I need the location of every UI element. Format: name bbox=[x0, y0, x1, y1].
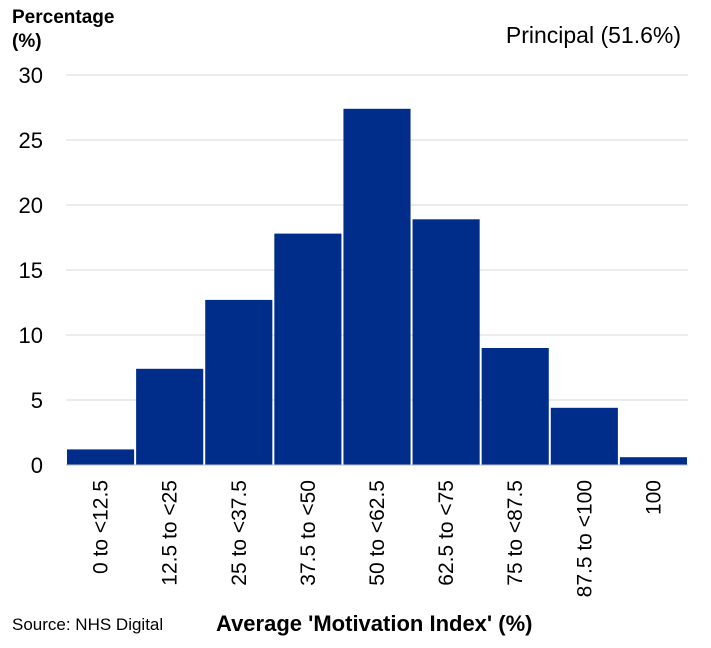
y-tick-label: 10 bbox=[19, 323, 43, 348]
x-tick-label: 100 bbox=[642, 480, 665, 515]
bar-2 bbox=[136, 368, 204, 465]
x-tick-label: 12.5 to <25 bbox=[159, 480, 182, 586]
x-tick-label: 0 to <12.5 bbox=[90, 480, 113, 574]
x-tick-label: 50 to <62.5 bbox=[366, 480, 389, 586]
y-tick-label: 25 bbox=[19, 128, 43, 153]
y-tick-label: 0 bbox=[31, 453, 43, 478]
y-axis-title: Percentage (%) bbox=[12, 7, 115, 52]
bar-4 bbox=[274, 233, 342, 465]
y-tick-label: 15 bbox=[19, 258, 43, 283]
y-tick-label: 5 bbox=[31, 388, 43, 413]
series-label: Principal (51.6%) bbox=[505, 22, 681, 48]
x-tick-label: 25 to <37.5 bbox=[228, 480, 251, 586]
x-tick-label: 87.5 to <100 bbox=[573, 480, 596, 597]
bar-5 bbox=[343, 108, 411, 466]
x-tick-label: 62.5 to <75 bbox=[435, 480, 458, 586]
source-note: Source: NHS Digital bbox=[12, 615, 164, 634]
bar-1 bbox=[67, 449, 135, 465]
bar-9 bbox=[619, 457, 687, 465]
y-tick-labels: 0 5 10 15 20 25 30 bbox=[19, 63, 43, 478]
x-axis-title: Average 'Motivation Index' (%) bbox=[216, 611, 533, 636]
x-tick-labels: 0 to <12.5 12.5 to <25 25 to <37.5 37.5 to … bbox=[90, 480, 666, 597]
bar-6 bbox=[412, 219, 480, 465]
x-tick-label: 75 to <87.5 bbox=[504, 480, 527, 586]
y-tick-label: 20 bbox=[19, 193, 43, 218]
bars bbox=[67, 108, 687, 466]
y-tick-label: 30 bbox=[19, 63, 43, 88]
x-tick-label: 37.5 to <50 bbox=[297, 480, 320, 586]
bar-8 bbox=[550, 407, 618, 465]
bar-3 bbox=[205, 299, 273, 465]
bar-7 bbox=[481, 348, 549, 465]
